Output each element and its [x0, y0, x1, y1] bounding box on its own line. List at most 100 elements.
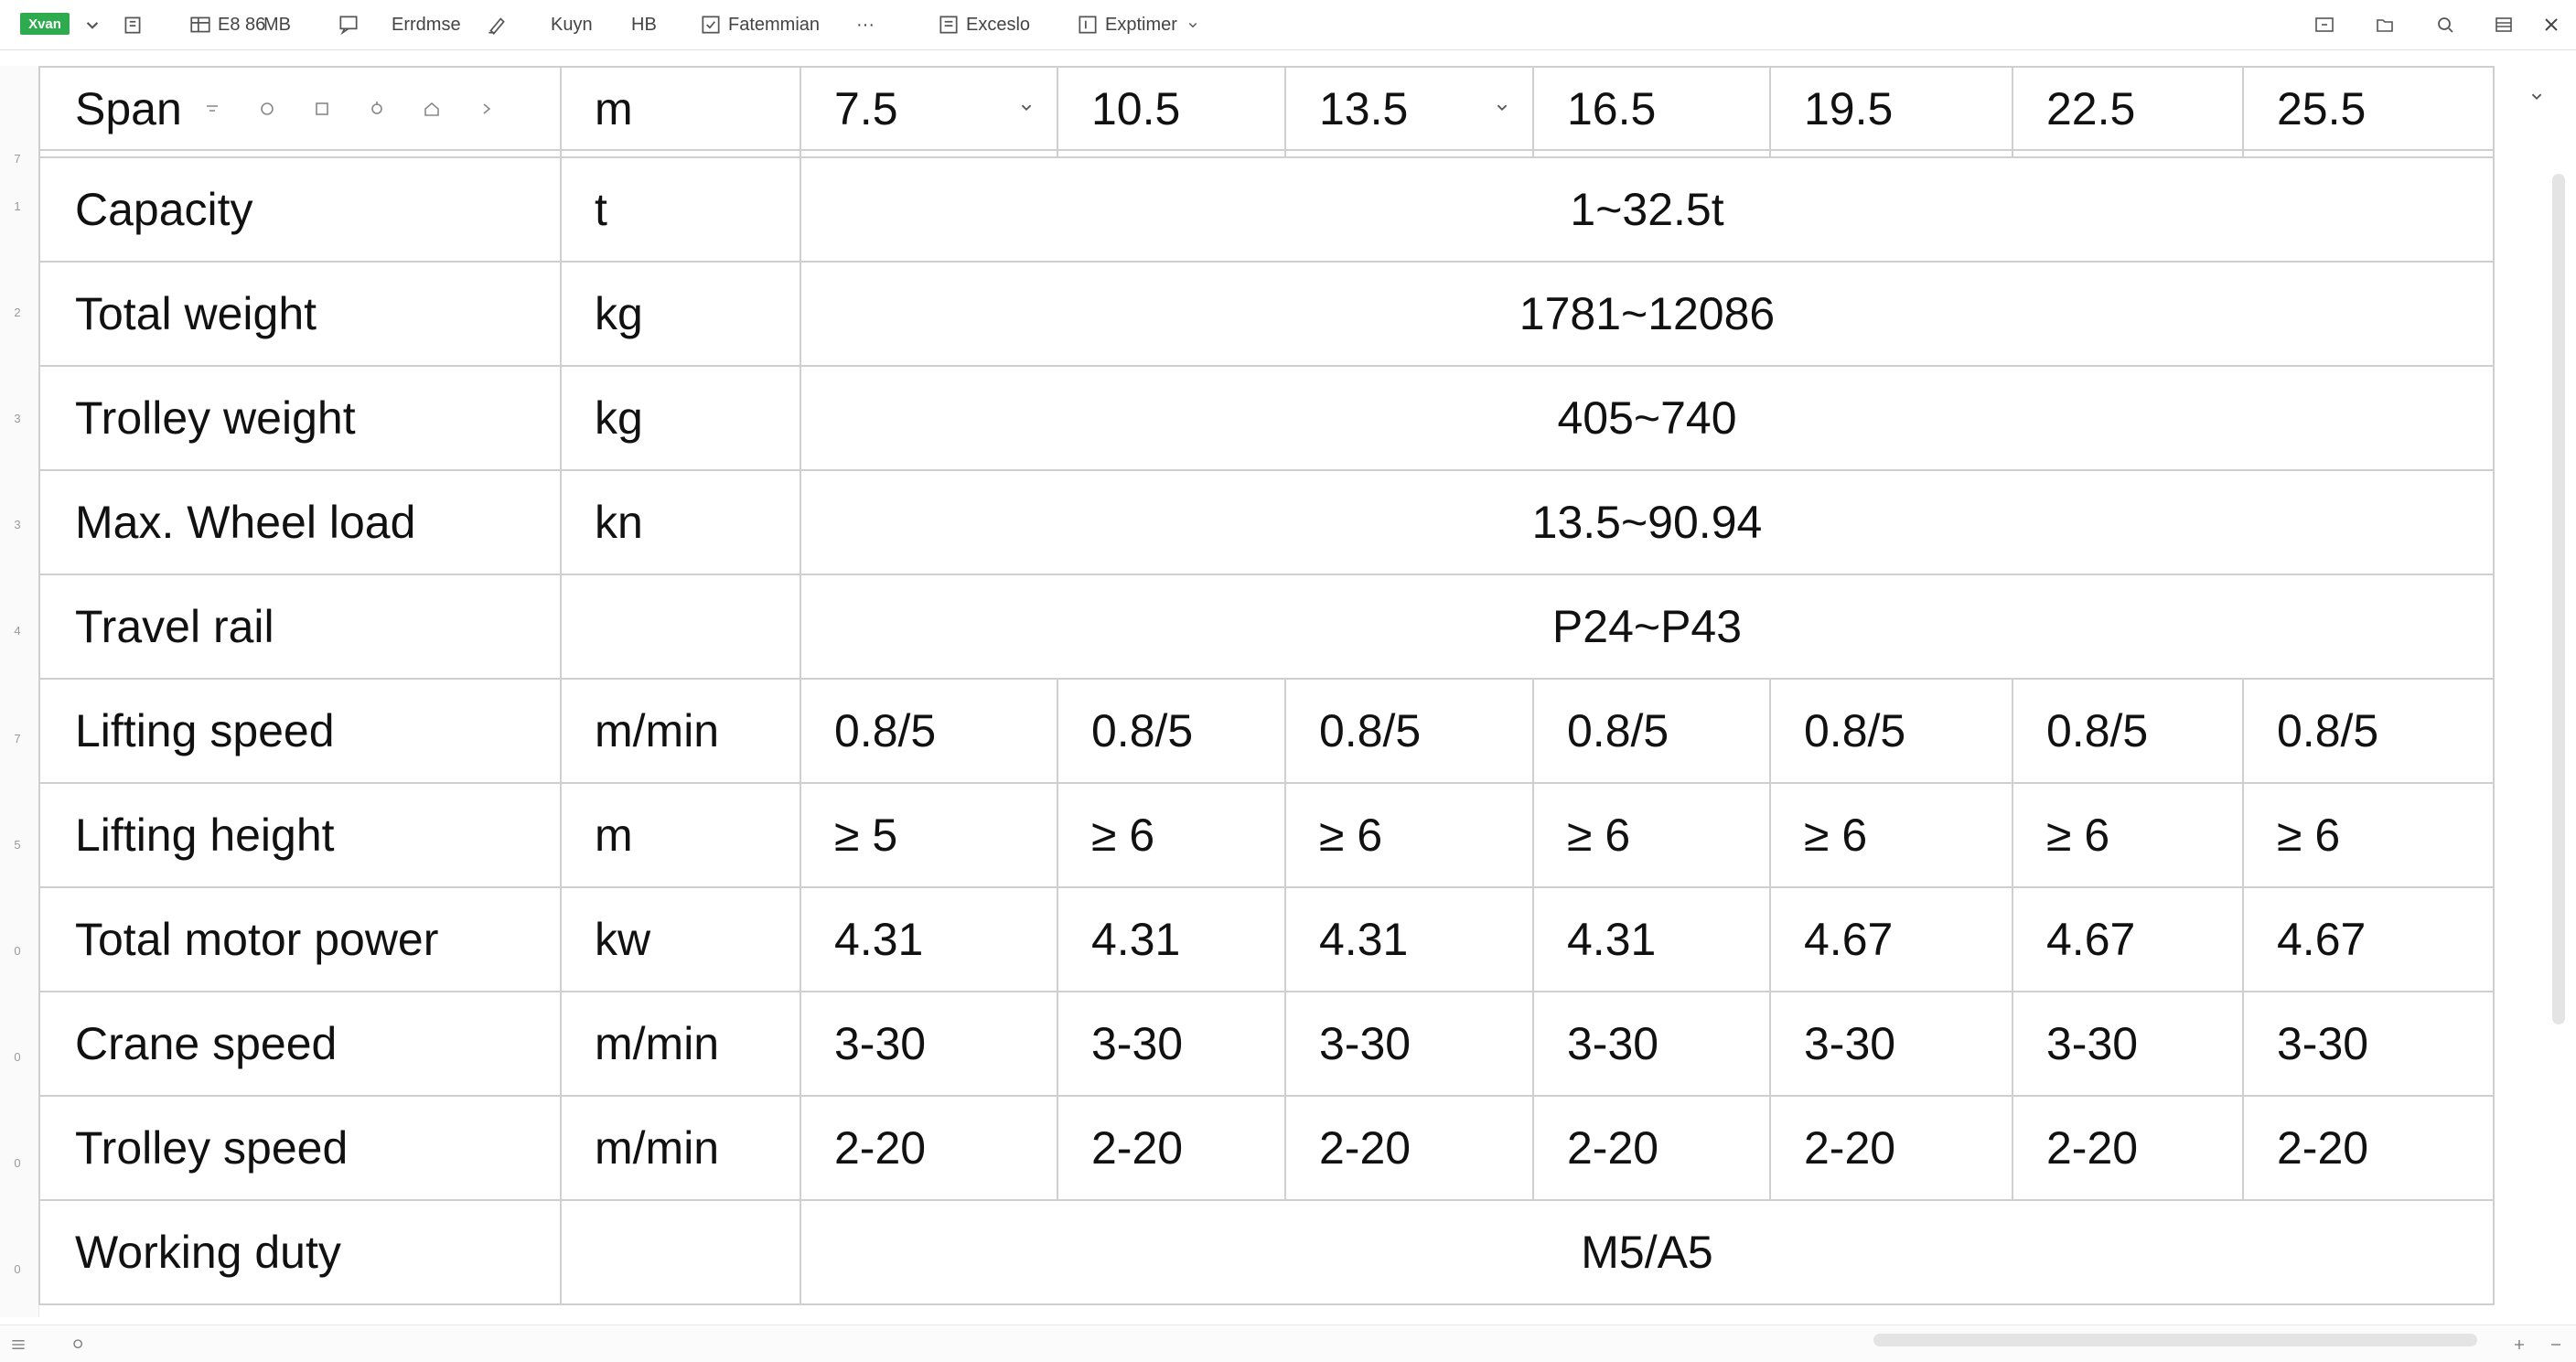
horizontal-scrollbar[interactable]	[1873, 1334, 2477, 1346]
row-label-cell[interactable]: Total motor power	[38, 886, 562, 992]
value-cell[interactable]: 4.31	[800, 886, 1058, 992]
value-cell[interactable]: 2-20	[1532, 1095, 1771, 1201]
row-number[interactable]: 1	[14, 199, 21, 213]
header-cell-span[interactable]: 10.5	[1057, 66, 1286, 151]
row-number[interactable]: 7	[14, 732, 21, 745]
value-cell[interactable]: 2-20	[2012, 1095, 2244, 1201]
key-button[interactable]: Kuyn	[551, 9, 593, 40]
unit-cell[interactable]	[560, 1199, 801, 1305]
chevron-down-icon[interactable]	[1492, 97, 1512, 117]
merged-value-cell[interactable]: 1781~12086	[800, 261, 2495, 367]
row-number[interactable]: 0	[14, 1050, 21, 1064]
header-cell-span[interactable]: 19.5	[1769, 66, 2013, 151]
unit-cell[interactable]: m/min	[560, 991, 801, 1097]
app-badge[interactable]: Xvan	[20, 13, 70, 35]
value-cell[interactable]: 3-30	[1057, 991, 1286, 1097]
header-cell-span[interactable]: 13.5	[1284, 66, 1534, 151]
row-number[interactable]: 2	[14, 306, 21, 319]
sheet-list-icon[interactable]	[9, 1335, 27, 1354]
clipboard-icon[interactable]	[121, 9, 145, 40]
grid-button[interactable]: MB	[263, 9, 291, 40]
unit-cell[interactable]: kn	[560, 469, 801, 575]
unit-cell[interactable]: kg	[560, 365, 801, 471]
header-cell-span[interactable]: 25.5	[2242, 66, 2495, 151]
unit-cell[interactable]: t	[560, 156, 801, 263]
row-label-cell[interactable]: Capacity	[38, 156, 562, 263]
value-cell[interactable]: ≥ 6	[1532, 782, 1771, 888]
window-icon[interactable]	[2309, 9, 2340, 40]
exceslo-button[interactable]: Exceslo	[937, 9, 1030, 40]
filter-icon[interactable]	[201, 98, 223, 120]
home-icon[interactable]	[421, 98, 443, 120]
header-cell-span[interactable]: 7.5	[800, 66, 1058, 151]
fatemmian-button[interactable]: Fatemmian	[699, 9, 820, 40]
value-cell[interactable]: 2-20	[1057, 1095, 1286, 1201]
value-cell[interactable]: 0.8/5	[800, 678, 1058, 784]
value-cell[interactable]: 3-30	[1769, 991, 2013, 1097]
value-cell[interactable]: 0.8/5	[1769, 678, 2013, 784]
merged-value-cell[interactable]: 13.5~90.94	[800, 469, 2495, 575]
copy-icon[interactable]	[311, 98, 333, 120]
merged-value-cell[interactable]: P24~P43	[800, 574, 2495, 680]
chevron-down-icon[interactable]	[80, 9, 104, 40]
folder-icon[interactable]	[2369, 9, 2400, 40]
paint-icon[interactable]	[485, 9, 509, 40]
value-cell[interactable]: 0.8/5	[1532, 678, 1771, 784]
row-number[interactable]: 5	[14, 838, 21, 852]
row-number[interactable]: 4	[14, 624, 21, 638]
row-label-cell[interactable]: Total weight	[38, 261, 562, 367]
comment-icon[interactable]	[337, 9, 360, 40]
value-cell[interactable]: ≥ 6	[2012, 782, 2244, 888]
value-cell[interactable]: 4.67	[2012, 886, 2244, 992]
merged-value-cell[interactable]: M5/A5	[800, 1199, 2495, 1305]
value-cell[interactable]: ≥ 6	[2242, 782, 2495, 888]
search-icon[interactable]	[2430, 9, 2461, 40]
unit-cell[interactable]: kg	[560, 261, 801, 367]
value-cell[interactable]: ≥ 6	[1057, 782, 1286, 888]
value-cell[interactable]: ≥ 5	[800, 782, 1058, 888]
merged-value-cell[interactable]: 405~740	[800, 365, 2495, 471]
value-cell[interactable]: 2-20	[800, 1095, 1058, 1201]
sync-icon[interactable]	[366, 98, 388, 120]
vertical-scroll-thumb[interactable]	[2552, 174, 2565, 1024]
chevron-down-icon[interactable]	[1016, 97, 1036, 117]
unit-cell[interactable]	[560, 574, 801, 680]
value-cell[interactable]: ≥ 6	[1769, 782, 2013, 888]
header-cell-span[interactable]: 16.5	[1532, 66, 1771, 151]
close-icon[interactable]	[2536, 9, 2567, 40]
value-cell[interactable]: 3-30	[2242, 991, 2495, 1097]
unit-cell[interactable]: m	[560, 782, 801, 888]
vertical-scrollbar[interactable]	[2552, 137, 2565, 1326]
value-cell[interactable]: ≥ 6	[1284, 782, 1534, 888]
row-label-cell[interactable]: Max. Wheel load	[38, 469, 562, 575]
row-number[interactable]: 0	[14, 1156, 21, 1170]
row-label-cell[interactable]: Lifting speed	[38, 678, 562, 784]
value-cell[interactable]: 4.31	[1057, 886, 1286, 992]
value-cell[interactable]: 3-30	[800, 991, 1058, 1097]
row-number[interactable]: 3	[14, 518, 21, 531]
value-cell[interactable]: 2-20	[2242, 1095, 2495, 1201]
value-cell[interactable]: 4.31	[1532, 886, 1771, 992]
row-number[interactable]: 3	[14, 412, 21, 425]
table-button[interactable]: E8 86	[188, 9, 265, 40]
value-cell[interactable]: 0.8/5	[2242, 678, 2495, 784]
add-icon[interactable]	[2510, 1335, 2528, 1354]
value-cell[interactable]: 2-20	[1284, 1095, 1534, 1201]
more-icon[interactable]: ···	[856, 9, 875, 40]
value-cell[interactable]: 3-30	[2012, 991, 2244, 1097]
value-cell[interactable]: 0.8/5	[1284, 678, 1534, 784]
unit-cell[interactable]: m/min	[560, 678, 801, 784]
row-label-cell[interactable]: Lifting height	[38, 782, 562, 888]
chevron-down-icon[interactable]	[2527, 86, 2547, 106]
refresh-icon[interactable]	[256, 98, 278, 120]
value-cell[interactable]: 4.67	[1769, 886, 2013, 992]
row-label-cell[interactable]: Trolley weight	[38, 365, 562, 471]
value-cell[interactable]: 0.8/5	[2012, 678, 2244, 784]
row-label-cell[interactable]: Trolley speed	[38, 1095, 562, 1201]
format-button[interactable]: HB	[631, 9, 657, 40]
value-cell[interactable]: 3-30	[1284, 991, 1534, 1097]
row-label-cell[interactable]: Travel rail	[38, 574, 562, 680]
row-label-cell[interactable]: Crane speed	[38, 991, 562, 1097]
exptimer-button[interactable]: Exptimer	[1076, 9, 1201, 40]
merged-value-cell[interactable]: 1~32.5t	[800, 156, 2495, 263]
